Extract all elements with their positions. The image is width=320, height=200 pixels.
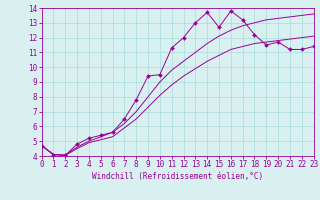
- X-axis label: Windchill (Refroidissement éolien,°C): Windchill (Refroidissement éolien,°C): [92, 172, 263, 181]
